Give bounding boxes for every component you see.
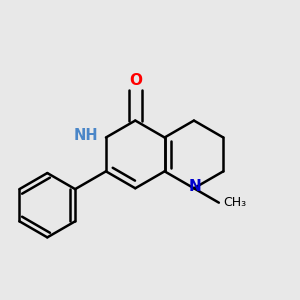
Text: NH: NH [74, 128, 99, 142]
Text: N: N [189, 179, 202, 194]
Text: CH₃: CH₃ [223, 196, 246, 209]
Text: O: O [129, 73, 142, 88]
